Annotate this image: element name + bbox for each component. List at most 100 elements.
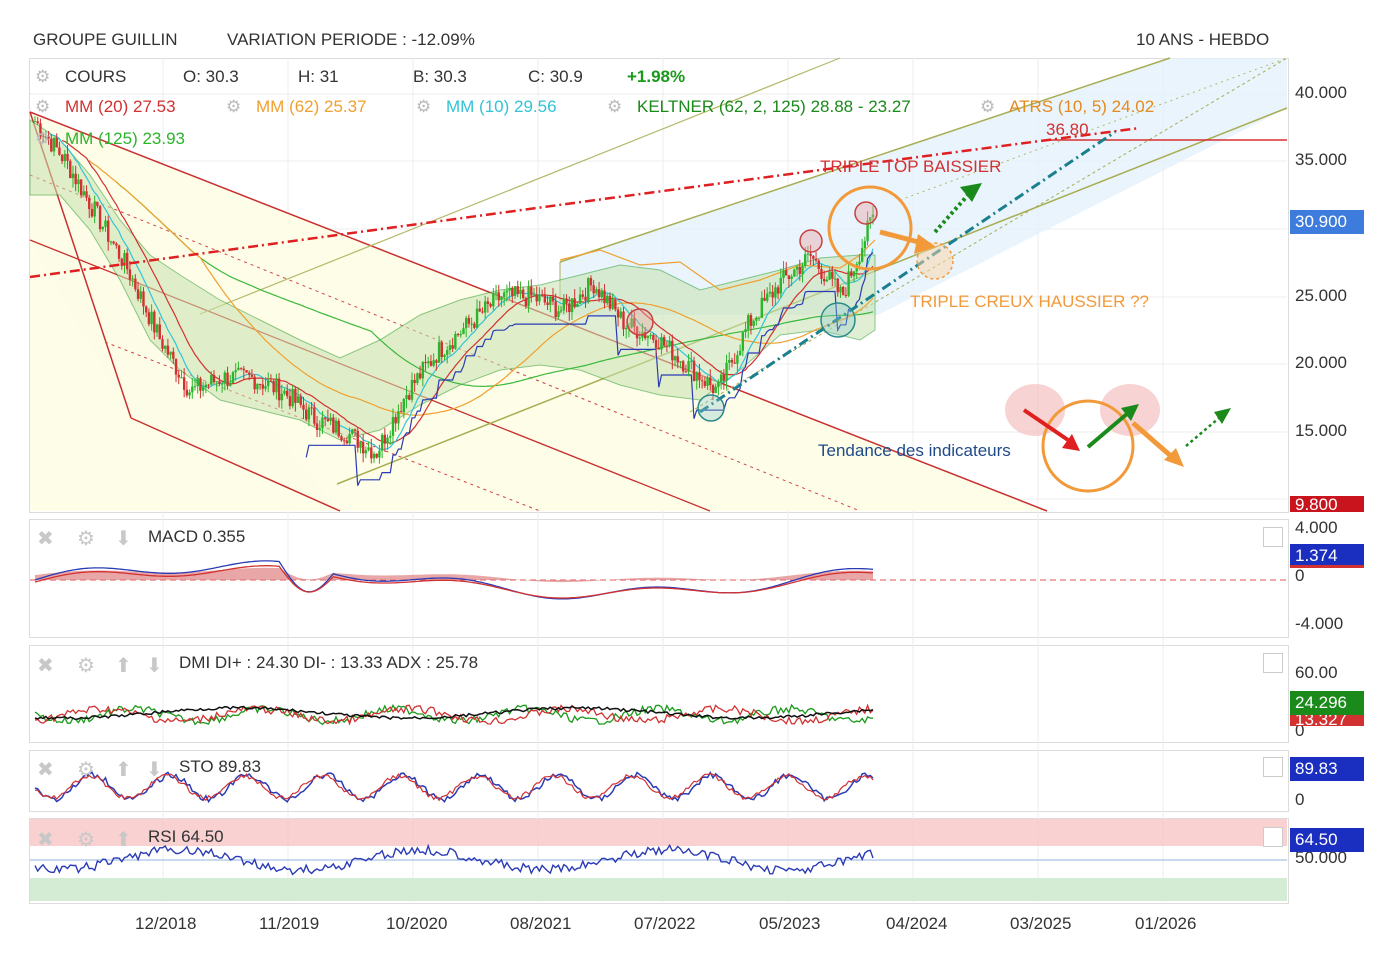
x-tick: 03/2025 <box>1010 914 1072 933</box>
candle <box>576 303 579 307</box>
candle <box>551 296 555 302</box>
candle <box>413 379 416 384</box>
close-icon[interactable]: ✖ <box>37 829 54 851</box>
candle <box>245 370 248 373</box>
gear-icon[interactable]: ⚙ <box>980 97 996 116</box>
candle <box>747 315 750 330</box>
arrow-up-icon[interactable]: ⬆ <box>115 655 132 677</box>
candle <box>33 121 37 123</box>
di-plus-line <box>34 703 874 726</box>
ascending-channel-fill <box>560 58 1287 315</box>
candle <box>543 295 547 303</box>
candle <box>397 411 400 424</box>
period-variation: VARIATION PERIODE : -12.09% <box>227 30 475 49</box>
candle <box>578 294 582 304</box>
candle <box>760 297 764 318</box>
candle <box>248 372 251 375</box>
gear-icon[interactable]: ⚙ <box>35 97 51 116</box>
candle <box>361 441 365 454</box>
candle <box>109 241 113 243</box>
candle <box>223 372 227 384</box>
gear-icon[interactable]: ⚙ <box>607 97 623 116</box>
candle <box>210 374 213 385</box>
sto-panel[interactable] <box>29 750 1289 812</box>
candle <box>844 294 848 296</box>
panel-checkbox[interactable] <box>1263 527 1283 547</box>
candle <box>698 372 701 381</box>
x-tick: 07/2022 <box>634 914 696 933</box>
candle <box>375 453 378 458</box>
candle <box>489 303 492 307</box>
panel-checkbox[interactable] <box>1263 827 1283 847</box>
gear-icon[interactable]: ⚙ <box>416 97 432 116</box>
gear-icon[interactable]: ⚙ <box>77 759 95 781</box>
dmi-panel[interactable] <box>29 645 1289 743</box>
candle <box>719 374 723 382</box>
candle <box>340 436 343 441</box>
candle <box>421 362 425 379</box>
macd-signal <box>34 565 874 599</box>
panel-checkbox[interactable] <box>1263 653 1283 673</box>
candle <box>817 260 820 269</box>
candle <box>589 278 593 286</box>
arrow-down-icon[interactable]: ⬇ <box>146 655 163 677</box>
candle <box>155 324 159 333</box>
candle <box>649 334 652 337</box>
arrow-up-icon[interactable]: ⬆ <box>115 829 132 851</box>
candle <box>695 372 698 381</box>
gear-icon[interactable]: ⚙ <box>77 528 95 550</box>
candle <box>535 294 538 302</box>
candle <box>112 241 115 244</box>
y-tick: 0 <box>1295 721 1305 740</box>
candle <box>635 326 639 339</box>
candle <box>519 289 522 294</box>
candle <box>622 311 625 330</box>
mm125-label: MM (125) 23.93 <box>65 129 186 148</box>
candles-group <box>33 116 875 464</box>
rsi-oversold-zone <box>30 878 1287 901</box>
top-circle-3 <box>854 201 878 225</box>
gear-icon[interactable]: ⚙ <box>35 67 51 86</box>
candle <box>481 311 484 313</box>
candle <box>323 417 327 419</box>
close-icon[interactable]: ✖ <box>37 655 54 677</box>
sto-label: STO 89.83 <box>179 757 261 776</box>
arrow-up-icon[interactable]: ⬆ <box>115 759 132 781</box>
candle <box>432 360 435 366</box>
candle <box>850 271 853 277</box>
candle <box>364 450 368 454</box>
candle <box>169 351 172 355</box>
candle <box>465 317 468 329</box>
candle <box>391 417 395 436</box>
y-tick: 0 <box>1295 566 1305 585</box>
gear-icon[interactable]: ⚙ <box>77 655 95 677</box>
arrow-down-icon[interactable]: ⬇ <box>146 759 163 781</box>
arrow-down-icon[interactable]: ⬇ <box>115 528 132 550</box>
close-icon[interactable]: ✖ <box>37 528 54 550</box>
gear-icon[interactable]: ⚙ <box>35 129 51 148</box>
period-label[interactable]: 10 ANS - HEBDO <box>1136 30 1270 49</box>
candle <box>717 381 720 387</box>
adx-line <box>34 705 874 721</box>
atrs-line <box>305 251 874 486</box>
candle <box>687 361 690 372</box>
candle <box>692 360 696 381</box>
candle <box>679 361 682 363</box>
x-tick: 10/2020 <box>386 914 448 933</box>
candle <box>592 285 595 294</box>
candle <box>402 399 406 413</box>
candle <box>540 294 544 296</box>
mm10-label: MM (10) 29.56 <box>446 97 557 116</box>
gear-icon[interactable]: ⚙ <box>226 97 242 116</box>
gear-icon[interactable]: ⚙ <box>77 829 95 851</box>
candle <box>356 430 359 448</box>
panel-checkbox[interactable] <box>1263 757 1283 777</box>
price-tag: 30.900 <box>1290 210 1364 234</box>
candle <box>126 252 129 270</box>
candle <box>532 294 536 296</box>
cours-label: COURS <box>65 67 127 86</box>
candle <box>625 327 628 330</box>
close-icon[interactable]: ✖ <box>37 759 54 781</box>
candle <box>793 269 796 277</box>
